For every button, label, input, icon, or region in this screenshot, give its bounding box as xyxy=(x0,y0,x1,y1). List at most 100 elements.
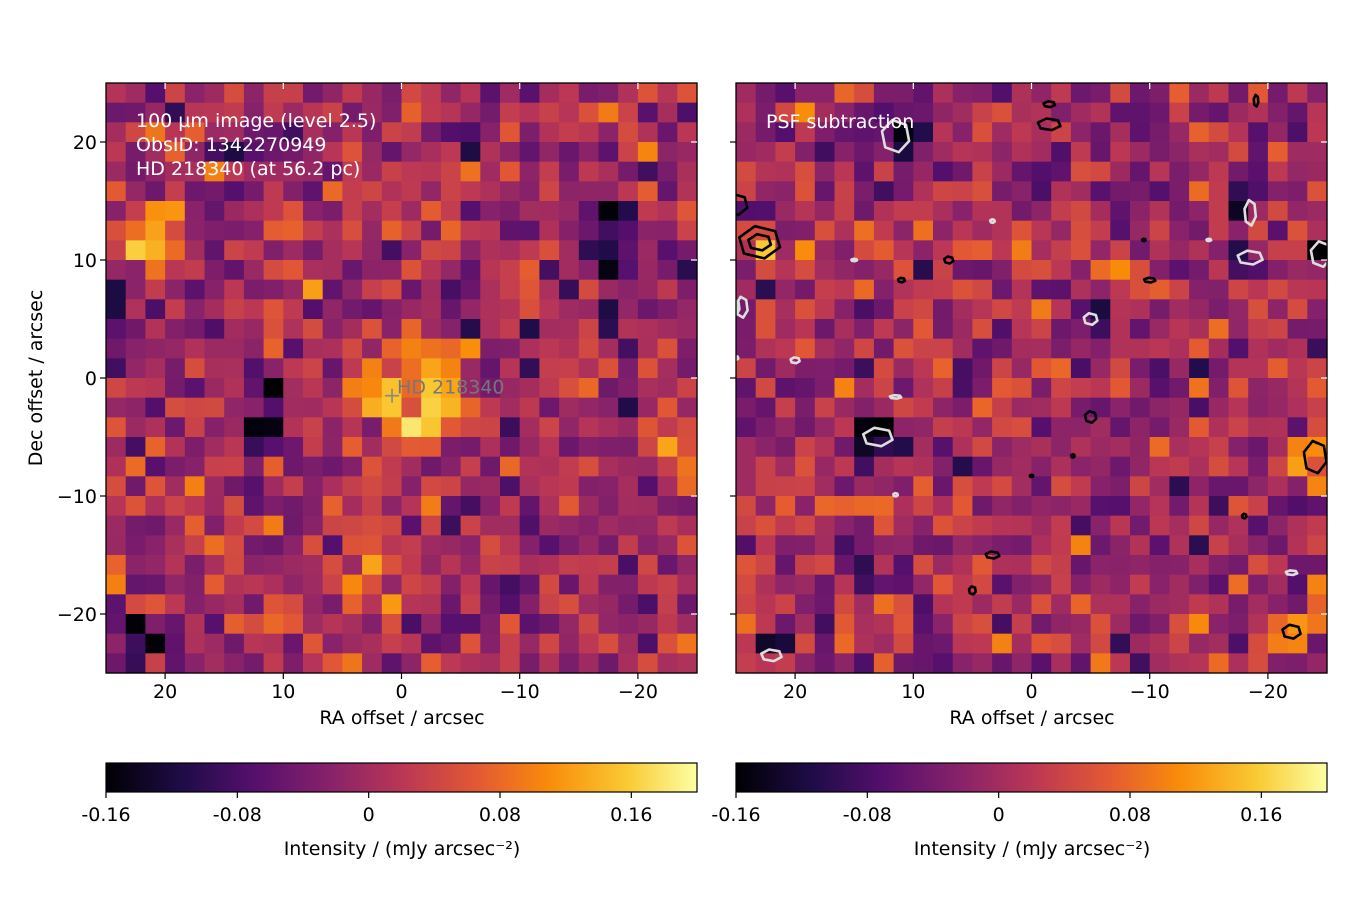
heatmap-cell xyxy=(243,574,265,595)
heatmap-cell xyxy=(933,515,954,536)
positive-contour xyxy=(1083,409,1098,425)
heatmap-cell xyxy=(303,260,324,281)
heatmap-cell xyxy=(362,161,383,182)
heatmap-cell xyxy=(322,378,343,399)
heatmap-cell xyxy=(460,181,481,202)
heatmap-cell xyxy=(637,102,659,123)
heatmap-cell xyxy=(834,535,855,556)
heatmap-cell xyxy=(322,456,343,477)
heatmap-cell xyxy=(421,358,442,379)
heatmap-cell xyxy=(165,220,186,241)
positive-contour xyxy=(737,224,782,260)
heatmap-cell xyxy=(854,319,875,340)
heatmap-cell xyxy=(618,633,639,654)
heatmap-cell xyxy=(283,102,304,123)
heatmap-cell xyxy=(814,260,836,281)
heatmap-cell xyxy=(480,456,501,477)
heatmap-cell xyxy=(1051,653,1072,674)
heatmap-cell xyxy=(125,142,146,163)
heatmap-cell xyxy=(854,397,875,418)
heatmap-cell xyxy=(440,319,462,340)
heatmap-cell xyxy=(1110,220,1131,241)
heatmap-cell xyxy=(1267,122,1289,143)
heatmap-cell xyxy=(618,397,639,418)
heatmap-cell xyxy=(1228,437,1249,458)
heatmap-cell xyxy=(362,260,383,281)
heatmap-cell xyxy=(1149,279,1170,300)
heatmap-cell xyxy=(480,476,501,497)
heatmap-cell xyxy=(1169,122,1190,143)
heatmap-cell xyxy=(972,555,993,576)
heatmap-cell xyxy=(677,122,698,143)
heatmap-cell xyxy=(165,358,186,379)
heatmap-cell xyxy=(913,476,934,497)
heatmap-cell xyxy=(559,614,580,635)
heatmap-cell xyxy=(795,594,816,615)
heatmap-cell xyxy=(972,220,993,241)
heatmap-cell xyxy=(1248,378,1269,399)
heatmap-cell xyxy=(814,535,836,556)
heatmap-cell xyxy=(913,83,934,104)
heatmap-cell xyxy=(480,653,501,674)
heatmap-cell xyxy=(755,319,776,340)
heatmap-cell xyxy=(1090,417,1111,438)
heatmap-cell xyxy=(421,397,442,418)
heatmap-cell xyxy=(992,220,1013,241)
heatmap-cell xyxy=(125,240,146,261)
heatmap-cell xyxy=(814,437,836,458)
heatmap-cell xyxy=(421,338,442,359)
heatmap-cell xyxy=(224,614,245,635)
heatmap-cell xyxy=(1228,397,1249,418)
heatmap-cell xyxy=(204,299,225,320)
heatmap-cell xyxy=(952,142,973,163)
heatmap-cell xyxy=(362,83,383,104)
heatmap-cell xyxy=(775,437,796,458)
heatmap-cell xyxy=(303,102,324,123)
heatmap-cell xyxy=(795,574,816,595)
heatmap-cell xyxy=(1208,633,1230,654)
heatmap-cell xyxy=(401,417,422,438)
heatmap-cell xyxy=(283,515,304,536)
heatmap-cell xyxy=(913,633,934,654)
heatmap-cell xyxy=(303,378,324,399)
heatmap-cell xyxy=(1031,633,1052,654)
heatmap-cell xyxy=(125,201,146,222)
heatmap-cell xyxy=(1031,220,1052,241)
heatmap-cell xyxy=(1208,240,1230,261)
heatmap-cell xyxy=(184,515,206,536)
heatmap-cell xyxy=(834,476,855,497)
heatmap-cell xyxy=(578,535,600,556)
heatmap-cell xyxy=(677,260,698,281)
heatmap-cell xyxy=(952,633,973,654)
heatmap-cell xyxy=(637,437,659,458)
heatmap-cell xyxy=(952,299,973,320)
heatmap-cell xyxy=(106,240,127,261)
heatmap-cell xyxy=(1051,161,1072,182)
heatmap-cell xyxy=(598,496,619,517)
heatmap-cell xyxy=(106,397,127,418)
heatmap-cell xyxy=(1267,319,1289,340)
heatmap-cell xyxy=(814,378,836,399)
heatmap-cell xyxy=(657,240,678,261)
heatmap-cell xyxy=(1130,358,1151,379)
heatmap-cell xyxy=(933,279,954,300)
heatmap-cell xyxy=(992,201,1013,222)
heatmap-cell xyxy=(165,633,186,654)
heatmap-cell xyxy=(1169,496,1190,517)
heatmap-cell xyxy=(539,653,560,674)
heatmap-cell xyxy=(618,437,639,458)
heatmap-cell xyxy=(204,417,225,438)
heatmap-cell xyxy=(1110,201,1131,222)
x-tick-label: 0 xyxy=(395,681,407,703)
heatmap-cell xyxy=(893,594,914,615)
left-annotation-line-1: 100 µm image (level 2.5) xyxy=(136,110,376,132)
heatmap-cell xyxy=(460,437,481,458)
heatmap-cell xyxy=(755,437,776,458)
heatmap-cell xyxy=(736,319,757,340)
heatmap-cell xyxy=(598,555,619,576)
heatmap-cell xyxy=(342,574,363,595)
heatmap-cell xyxy=(1208,279,1230,300)
heatmap-cell xyxy=(519,299,540,320)
heatmap-cell xyxy=(893,496,914,517)
heatmap-cell xyxy=(1228,220,1249,241)
